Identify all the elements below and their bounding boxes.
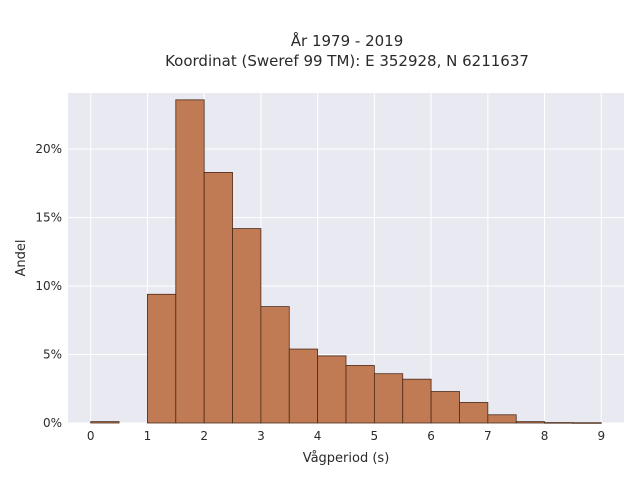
- y-tick-label: 0%: [43, 416, 62, 430]
- histogram-bar-16: [544, 422, 574, 424]
- histogram-bar-17: [572, 422, 602, 424]
- histogram-bar-4: [203, 172, 233, 424]
- x-tick-label: 6: [427, 429, 435, 443]
- histogram-bar-10: [373, 373, 404, 424]
- histogram-bar-11: [402, 378, 432, 424]
- histogram-bar-3: [175, 99, 205, 424]
- x-tick-label: 0: [87, 429, 95, 443]
- histogram-bar-7: [288, 348, 319, 424]
- histogram-bar-9: [345, 365, 375, 424]
- y-tick-label: 15%: [35, 211, 62, 225]
- histogram-bar-0: [90, 421, 120, 424]
- x-tick-label: 2: [200, 429, 208, 443]
- x-tick-label: 8: [541, 429, 549, 443]
- y-axis-label: Andel: [14, 240, 29, 277]
- histogram-bar-5: [232, 228, 262, 424]
- x-axis-ticks: 0 1 2 3 4 5 6 7 8 9: [87, 429, 605, 443]
- histogram-bar-13: [459, 402, 489, 424]
- histogram-bar-8: [317, 355, 347, 424]
- chart-title-line-2: Koordinat (Sweref 99 TM): E 352928, N 62…: [165, 52, 529, 70]
- x-tick-label: 9: [597, 429, 605, 443]
- histogram-bar-6: [260, 306, 290, 424]
- x-tick-label: 7: [484, 429, 492, 443]
- y-tick-label: 10%: [35, 279, 62, 293]
- histogram-bar-15: [515, 421, 545, 424]
- x-tick-label: 3: [257, 429, 265, 443]
- x-tick-label: 1: [144, 429, 152, 443]
- x-tick-label: 5: [371, 429, 379, 443]
- y-tick-label: 5%: [43, 348, 62, 362]
- y-axis-ticks: 0% 5% 10% 15% 20%: [35, 142, 62, 430]
- histogram-bars: [90, 99, 602, 424]
- y-tick-label: 20%: [35, 142, 62, 156]
- chart-title-line-1: År 1979 - 2019: [291, 31, 404, 50]
- x-axis-label: Vågperiod (s): [303, 451, 390, 466]
- histogram-bar-2: [147, 293, 177, 424]
- x-tick-label: 4: [314, 429, 322, 443]
- histogram-bar-12: [430, 391, 460, 424]
- histogram-bar-14: [487, 414, 517, 424]
